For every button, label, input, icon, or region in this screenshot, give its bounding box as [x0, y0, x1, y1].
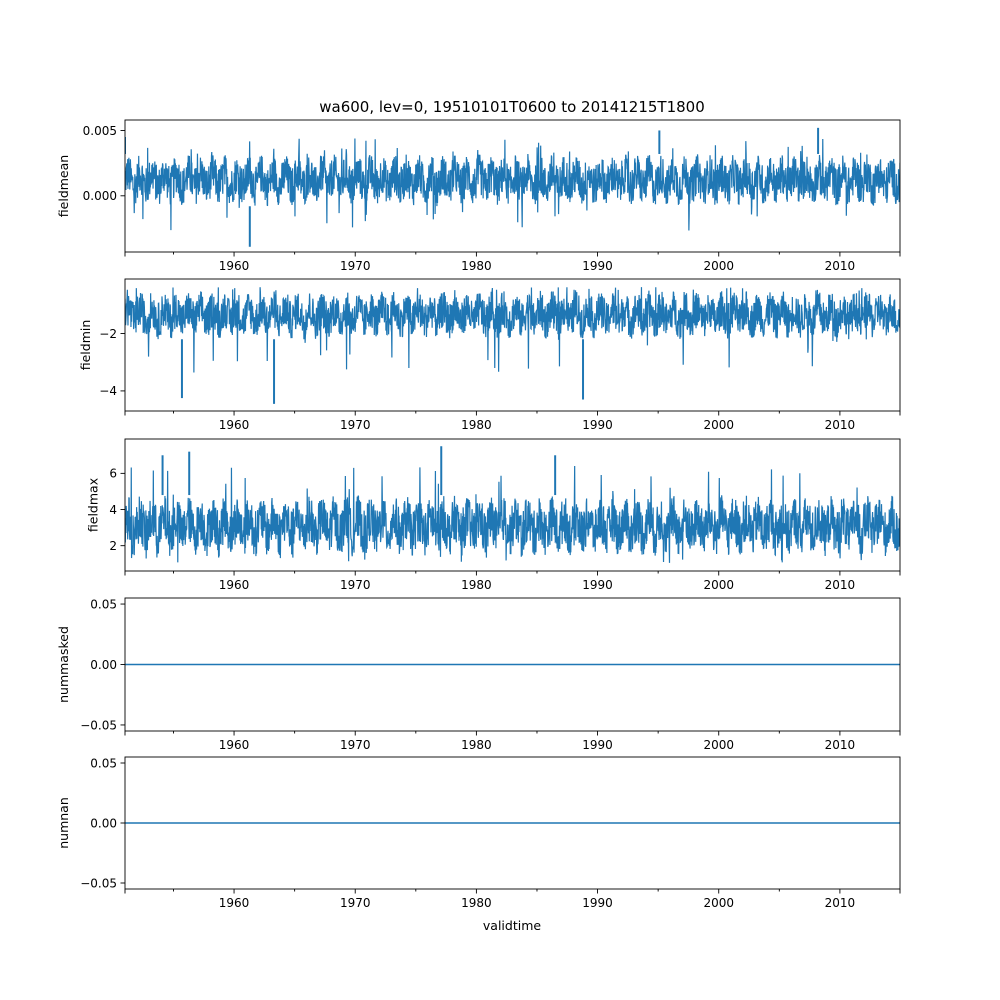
x-tick-label: 1960 [219, 578, 250, 592]
series-line-group [125, 446, 900, 563]
y-tick-label: 0.000 [83, 189, 117, 203]
x-tick-label: 1980 [461, 738, 492, 752]
x-tick-label: 2010 [825, 259, 856, 273]
x-tick-label: 1990 [582, 418, 613, 432]
x-tick-label: 1970 [340, 578, 371, 592]
x-tick-label: 1970 [340, 259, 371, 273]
x-tick-label: 2010 [825, 738, 856, 752]
x-tick-label: 1960 [219, 738, 250, 752]
x-tick-label: 1970 [340, 896, 371, 910]
y-tick-label: −4 [99, 384, 117, 398]
series-line-group [125, 127, 900, 247]
y-axis-label: nummasked [56, 626, 71, 703]
x-tick-label: 2010 [825, 578, 856, 592]
series-trace [125, 465, 900, 563]
y-axis-label: numnan [56, 797, 71, 849]
y-axis-label: fieldmean [56, 155, 71, 217]
panel-nummasked: 1960 1970 1980 1990 2000 2010 0.05 0.00 −0.05 num… [56, 597, 901, 752]
series-trace [125, 287, 900, 373]
y-tick-label: −2 [99, 327, 117, 341]
y-tick-label: 0.05 [90, 756, 117, 770]
x-axis-label: validtime [483, 918, 541, 933]
x-tick-label: 2000 [703, 578, 734, 592]
chart-title: wa600, lev=0, 19510101T0600 to 20141215T… [319, 98, 705, 116]
x-tick-label: 1980 [461, 259, 492, 273]
x-tick-label: 1990 [582, 578, 613, 592]
x-tick-label: 1980 [461, 578, 492, 592]
y-tick-label: 0.05 [90, 597, 117, 611]
x-tick-label: 2000 [703, 418, 734, 432]
x-tick-label: 1980 [461, 896, 492, 910]
x-tick-label: 2010 [825, 418, 856, 432]
x-tick-label: 1960 [219, 418, 250, 432]
x-tick-label: 2010 [825, 896, 856, 910]
y-tick-label: 6 [109, 467, 117, 481]
y-tick-label: −0.05 [80, 718, 117, 732]
y-tick-label: 4 [109, 503, 117, 517]
y-tick-label: 0.00 [90, 658, 117, 672]
x-tick-label: 1960 [219, 259, 250, 273]
series-line-group [125, 287, 900, 404]
x-tick-label: 2000 [703, 896, 734, 910]
y-tick-label: 0.005 [83, 124, 117, 138]
y-tick-label: −0.05 [80, 876, 117, 890]
y-axis-label: fieldmin [78, 320, 93, 371]
x-tick-label: 1990 [582, 738, 613, 752]
panel-fieldmax: 1960 1970 1980 1990 2000 2010 2 4 6 fieldmax [86, 438, 901, 592]
x-tick-label: 1970 [340, 738, 371, 752]
x-tick-label: 1990 [582, 259, 613, 273]
series-trace [125, 138, 900, 231]
x-tick-label: 2000 [703, 259, 734, 273]
panel-fieldmean: 1960 1970 1980 1990 2000 2010 0.000 0.005 fieldm… [56, 119, 901, 273]
x-tick-label: 1960 [219, 896, 250, 910]
axes-frame [124, 278, 901, 412]
axes-frame [124, 438, 901, 572]
x-tick-label: 2000 [703, 738, 734, 752]
y-axis-label: fieldmax [86, 478, 101, 532]
panel-fieldmin: 1960 1970 1980 1990 2000 2010 −2 −4 fieldmin [78, 278, 901, 432]
y-tick-label: 0.00 [90, 816, 117, 830]
x-tick-label: 1970 [340, 418, 371, 432]
panel-numnan: 1960 1970 1980 1990 2000 2010 0.05 0.00 −0.05 num… [56, 756, 901, 910]
x-tick-label: 1990 [582, 896, 613, 910]
axes-frame [124, 119, 901, 253]
y-tick-label: 2 [109, 539, 117, 553]
x-tick-label: 1980 [461, 418, 492, 432]
panels: 1960 1970 1980 1990 2000 2010 0.000 0.005 fieldm… [56, 119, 901, 910]
